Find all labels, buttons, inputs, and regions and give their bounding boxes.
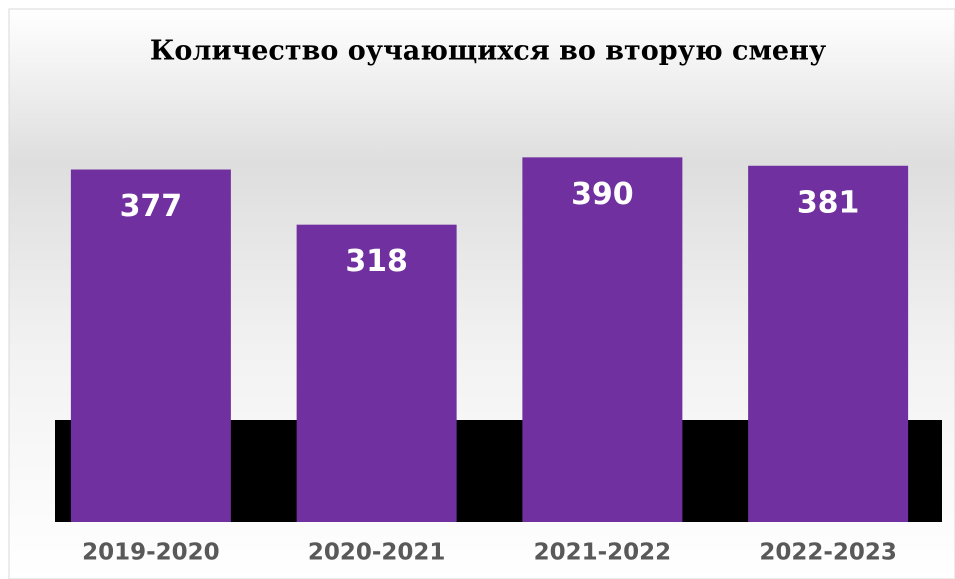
data-label: 381 xyxy=(797,185,860,220)
x-tick-label: 2020-2021 xyxy=(308,540,446,566)
x-tick-label: 2022-2023 xyxy=(759,540,897,566)
bar xyxy=(70,169,231,522)
bar xyxy=(296,224,457,523)
chart-title: Количество оучающихся во вторую смену xyxy=(150,36,827,67)
x-tick-label: 2021-2022 xyxy=(534,540,672,566)
data-label: 318 xyxy=(345,244,408,279)
data-label: 390 xyxy=(571,177,634,212)
bar xyxy=(748,165,909,522)
x-tick-label: 2019-2020 xyxy=(82,540,220,566)
data-label: 377 xyxy=(120,189,183,224)
bar xyxy=(522,157,683,522)
